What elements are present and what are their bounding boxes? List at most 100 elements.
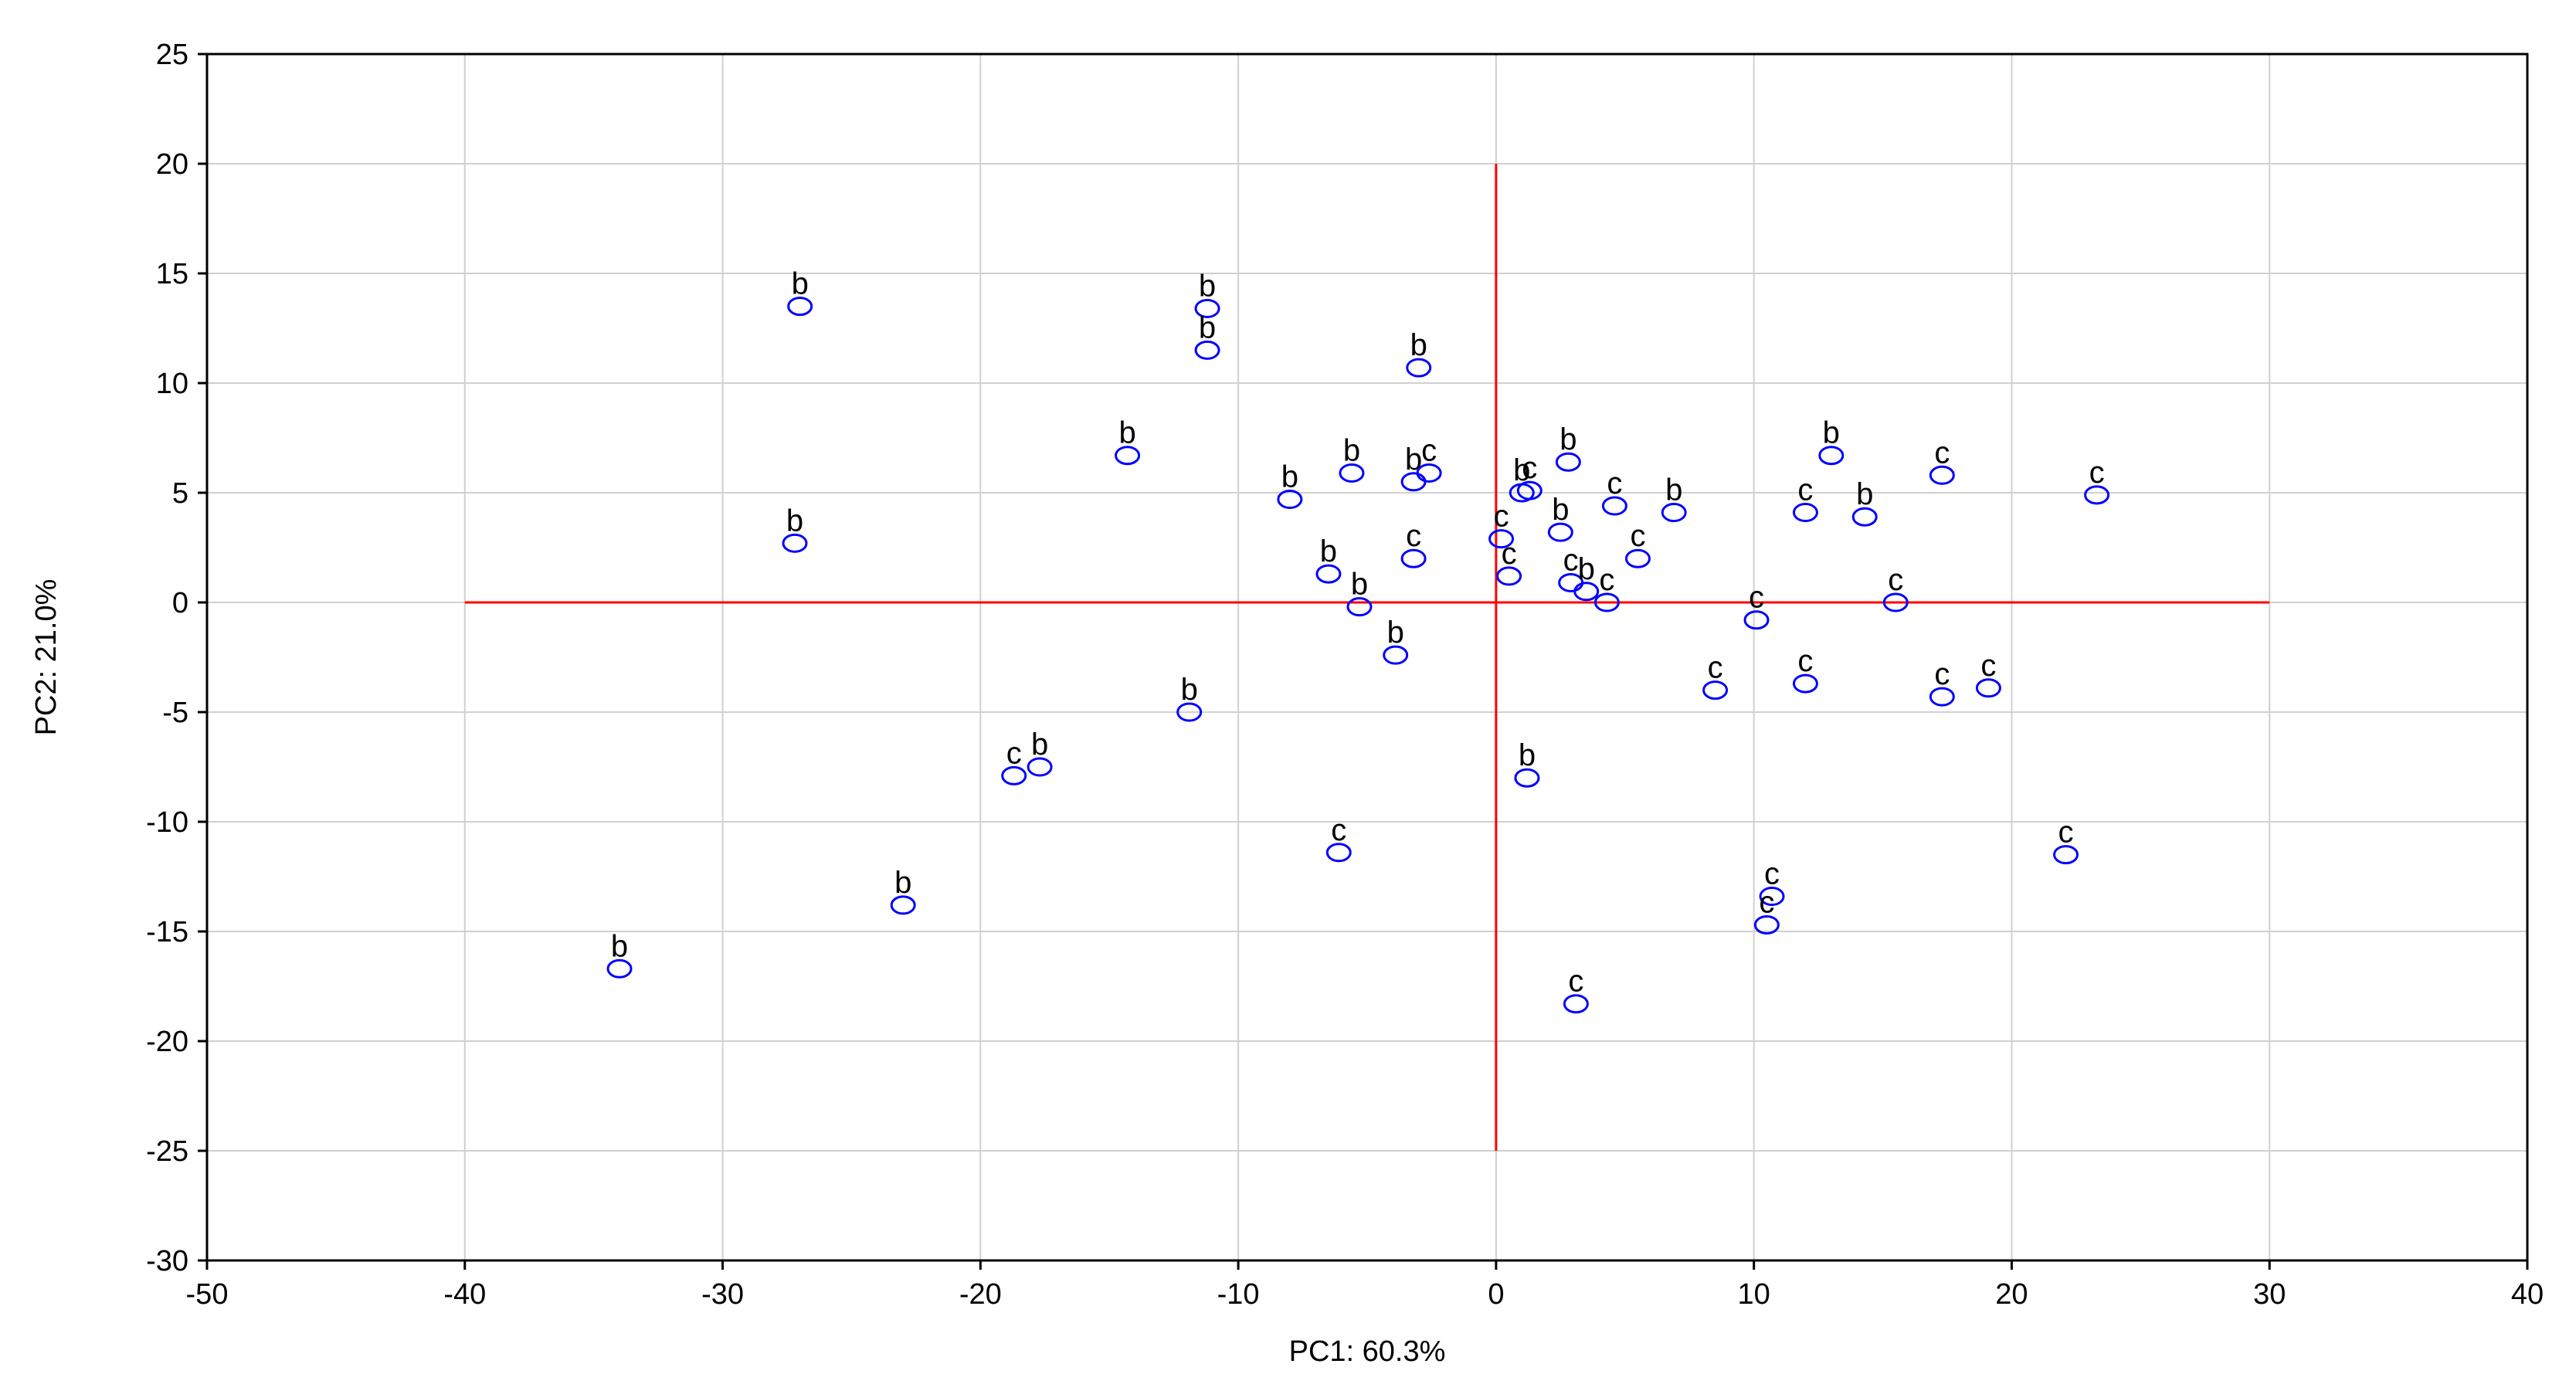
data-point <box>890 895 916 915</box>
data-point <box>1753 914 1780 935</box>
point-label: b <box>1513 453 1530 487</box>
y-axis-label: PC2: 21.0% <box>30 579 63 736</box>
data-point <box>1975 678 2001 698</box>
y-tick-label: -5 <box>162 697 188 729</box>
point-label: c <box>1406 519 1421 553</box>
data-point <box>1400 548 1427 568</box>
point-label: b <box>1118 416 1135 450</box>
plot-frame <box>205 53 2529 1262</box>
point-label: b <box>786 504 803 538</box>
y-tick-label: 20 <box>156 148 188 181</box>
data-point <box>606 958 633 979</box>
point-label: b <box>1823 416 1840 450</box>
point-label: c <box>1331 813 1346 847</box>
y-tick-label: -10 <box>146 806 188 839</box>
data-point <box>1573 582 1600 602</box>
x-tick-label: -20 <box>959 1278 1002 1311</box>
x-tick-label: -30 <box>701 1278 744 1311</box>
data-point <box>782 533 808 553</box>
point-label: c <box>1749 581 1764 615</box>
data-point <box>787 297 813 317</box>
point-label: b <box>792 267 809 301</box>
data-point <box>1702 680 1729 701</box>
y-tick-label: 5 <box>172 477 188 510</box>
point-label: c <box>1934 436 1950 470</box>
x-tick-label: 30 <box>2253 1278 2286 1311</box>
point-label: b <box>1281 460 1298 494</box>
point-label: b <box>1387 616 1404 650</box>
x-tick-label: -40 <box>443 1278 486 1311</box>
point-label: b <box>1665 473 1682 507</box>
point-label: b <box>1410 328 1427 362</box>
x-tick-label: -10 <box>1217 1278 1260 1311</box>
data-point <box>2053 845 2079 865</box>
y-tick-label: 25 <box>156 39 188 71</box>
x-tick-label: 40 <box>2511 1278 2544 1311</box>
point-label: b <box>1320 534 1337 568</box>
data-point <box>1593 592 1620 612</box>
point-label: b <box>1519 738 1536 772</box>
point-label: c <box>1502 537 1517 571</box>
axis-ticks: -50 -40 -30 -20 -10 0 10 20 30 40 25 20 15 10 5 0 -5 -10 -… <box>146 39 2544 1311</box>
point-label: c <box>1797 644 1813 678</box>
point-label: b <box>1343 433 1360 467</box>
data-point <box>1661 503 1687 523</box>
y-tick-label: -30 <box>146 1245 188 1277</box>
y-tick-label: 15 <box>156 258 188 290</box>
data-point <box>1818 446 1845 466</box>
point-label: b <box>894 866 911 900</box>
point-label: c <box>1607 466 1622 500</box>
point-label: b <box>1181 673 1198 707</box>
data-point <box>1792 673 1818 694</box>
y-tick-label: 0 <box>172 587 188 619</box>
data-point <box>1624 548 1651 568</box>
point-label: b <box>1856 477 1873 511</box>
data-point <box>1516 480 1543 500</box>
point-label: c <box>1599 563 1614 597</box>
data-point <box>1406 358 1432 378</box>
data-point <box>1346 597 1373 617</box>
data-point <box>1194 340 1220 360</box>
point-label: b <box>1578 552 1595 586</box>
data-point <box>1514 768 1540 788</box>
point-label: c <box>1563 543 1579 577</box>
data-point <box>1882 592 1909 612</box>
data-point <box>1027 757 1053 777</box>
y-tick-label: -20 <box>146 1026 188 1058</box>
data-point <box>1792 503 1818 523</box>
data-point <box>1555 452 1581 472</box>
data-point <box>1001 765 1027 785</box>
data-point <box>1194 298 1220 318</box>
data-point <box>1547 522 1573 542</box>
data-point <box>1496 566 1522 586</box>
point-label: c <box>1522 451 1537 485</box>
data-point <box>1325 843 1352 863</box>
point-label: c <box>1759 885 1774 919</box>
data-point <box>1339 463 1365 483</box>
point-label: c <box>1764 857 1780 891</box>
point-label: c <box>1568 965 1583 999</box>
data-point <box>1416 463 1442 483</box>
data-point <box>1115 446 1141 466</box>
point-label: b <box>1560 422 1576 456</box>
point-label: b <box>1199 269 1216 303</box>
x-tick-label: -50 <box>186 1278 229 1311</box>
x-tick-label: 20 <box>1995 1278 2028 1311</box>
point-label: b <box>1031 728 1048 762</box>
point-label: c <box>2089 456 2105 490</box>
y-tick-label: -15 <box>146 916 188 948</box>
point-label: c <box>2058 816 2074 850</box>
y-tick-label: -25 <box>146 1135 188 1168</box>
point-label: b <box>611 929 628 963</box>
data-point <box>1315 564 1342 584</box>
data-point <box>1601 496 1627 516</box>
point-label: c <box>1421 433 1437 467</box>
x-tick-label: 0 <box>1488 1278 1504 1311</box>
reference-lines <box>464 164 2270 1151</box>
point-label: c <box>1797 473 1813 507</box>
data-point <box>1759 887 1785 907</box>
point-label: b <box>1199 310 1216 344</box>
point-label: b <box>1351 568 1368 602</box>
